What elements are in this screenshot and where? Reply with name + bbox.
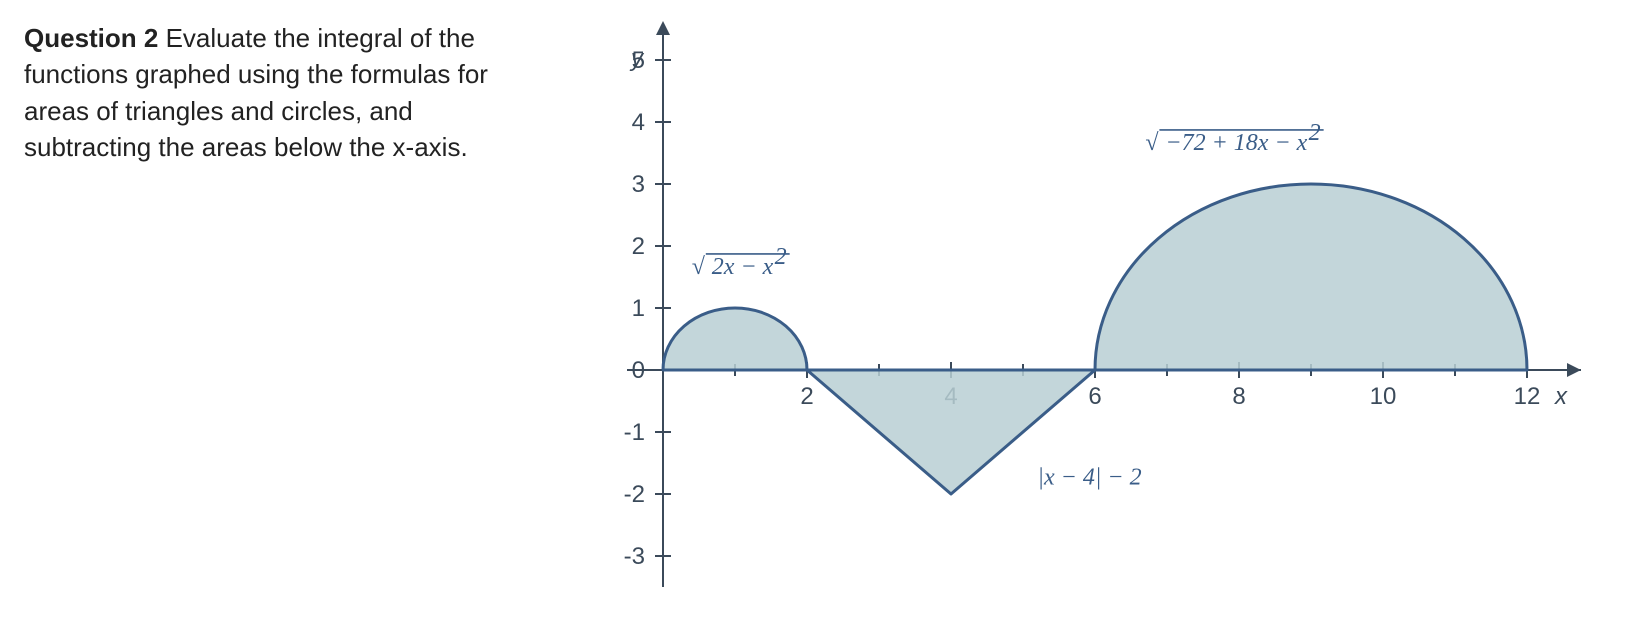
y-tick-label: 4 xyxy=(632,109,645,136)
x-tick-label: 8 xyxy=(1232,383,1245,410)
x-tick-label: 10 xyxy=(1370,383,1397,410)
label-big-semi: √−72 + 18x − x2 xyxy=(1145,120,1323,156)
svg-text:2: 2 xyxy=(1309,120,1321,146)
y-axis-label: y xyxy=(629,45,645,72)
x-axis-arrow xyxy=(1567,363,1581,377)
svg-text:√: √ xyxy=(1145,130,1159,156)
small-semicircle xyxy=(663,308,807,370)
y-axis-arrow xyxy=(656,21,670,35)
x-tick-label: 12 xyxy=(1514,383,1541,410)
label-triangle: |x − 4| − 2 xyxy=(1037,465,1141,491)
y-tick-label: -1 xyxy=(624,419,645,446)
x-tick-label: 6 xyxy=(1088,383,1101,410)
plot-svg: 24681012-3-2-1012345yx√2x − x2√−72 + 18x… xyxy=(568,20,1628,620)
y-tick-label: -2 xyxy=(624,481,645,508)
y-tick-label: 1 xyxy=(632,295,645,322)
svg-text:√: √ xyxy=(692,254,706,280)
question-text: Question 2 Evaluate the integral of the … xyxy=(24,20,568,620)
label-small-semi: √2x − x2 xyxy=(692,244,790,280)
y-tick-label: -3 xyxy=(624,543,645,570)
chart-area: 24681012-3-2-1012345yx√2x − x2√−72 + 18x… xyxy=(568,20,1628,620)
question-label: Question 2 xyxy=(24,23,158,53)
x-axis-label: x xyxy=(1554,383,1568,410)
x-tick-label: 2 xyxy=(800,383,813,410)
large-semicircle xyxy=(1095,184,1527,370)
svg-text:−72 + 18x − x: −72 + 18x − x xyxy=(1165,130,1307,156)
y-tick-label: 0 xyxy=(632,357,645,384)
svg-text:2: 2 xyxy=(775,244,787,270)
y-tick-label: 3 xyxy=(632,171,645,198)
svg-text:2x − x: 2x − x xyxy=(712,254,774,280)
y-tick-label: 2 xyxy=(632,233,645,260)
